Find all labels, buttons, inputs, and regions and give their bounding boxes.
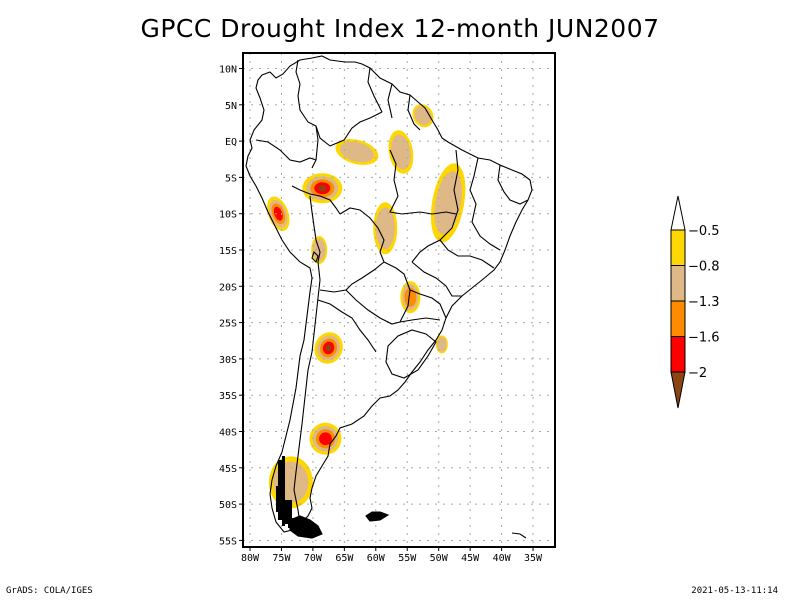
border-bolivia-paraguay xyxy=(345,261,385,291)
y-tick-label: 30S xyxy=(219,355,237,366)
y-tick-label: 25S xyxy=(219,319,237,330)
colorbar-level-label: −2 xyxy=(688,366,707,381)
footer-grads-credit: GrADS: COLA/IGES xyxy=(6,586,93,596)
border-uruguay xyxy=(385,329,437,379)
drought-region xyxy=(388,130,414,174)
border-bolivia-brazil xyxy=(339,207,385,263)
border-french-guiana xyxy=(407,94,421,131)
border-brazil-states-3 xyxy=(469,157,501,251)
drought-region xyxy=(373,202,398,255)
y-tick-label: 5N xyxy=(225,101,237,112)
colorbar-bin xyxy=(670,195,686,231)
y-tick-label: 10N xyxy=(219,65,237,76)
x-tick-label: 55W xyxy=(398,553,417,564)
drought-contour-level-1 xyxy=(375,207,395,250)
y-tick-label: 15S xyxy=(219,246,237,257)
drought-contour-level-4 xyxy=(325,344,332,352)
border-colombia-peru-ecuador xyxy=(255,139,317,163)
x-tick-label: 45W xyxy=(461,553,480,564)
colorbar-bin xyxy=(670,229,686,266)
border-paraguay-argentina xyxy=(345,289,401,325)
border-suriname xyxy=(387,83,393,119)
drought-region xyxy=(335,139,379,165)
drought-region xyxy=(435,335,448,354)
y-axis-ticks: 10N 5N EQ 5S 10S 15S 20S 25S 30S 35S 40S 45S 50S 55S xyxy=(219,65,243,547)
border-colombia-brazil xyxy=(311,125,319,169)
drought-contour-level-1 xyxy=(339,141,375,163)
map-title: GPCC Drought Index 12-month JUN2007 xyxy=(140,14,660,43)
falkland-islands xyxy=(365,511,390,522)
colorbar-bin xyxy=(670,265,686,302)
drought-contour-level-3 xyxy=(319,432,332,446)
x-tick-label: 65W xyxy=(335,553,354,564)
drought-region xyxy=(309,422,342,455)
x-tick-label: 60W xyxy=(367,553,386,564)
colorbar-level-label: −1.6 xyxy=(688,331,720,346)
border-argentina-brazil xyxy=(399,317,441,323)
border-brazil-states-6 xyxy=(409,289,447,319)
south-america-coastline xyxy=(245,55,533,533)
y-tick-label: 20S xyxy=(219,282,237,293)
border-brazil-ne xyxy=(497,164,529,205)
map-frame xyxy=(242,52,556,548)
x-axis-ticks: 80W 75W 70W 65W 60W 55W 50W 45W 40W 35W xyxy=(241,547,543,564)
y-tick-label: 55S xyxy=(219,536,237,547)
border-argentina-bolivia xyxy=(319,289,347,293)
border-venezuela-brazil xyxy=(329,111,383,147)
x-tick-label: 35W xyxy=(524,553,543,564)
drought-region xyxy=(314,332,343,364)
lake-titicaca xyxy=(311,250,319,264)
y-tick-label: 10S xyxy=(219,210,237,221)
border-peru-brazil xyxy=(291,185,341,215)
colorbar-bin xyxy=(670,300,686,337)
x-tick-label: 80W xyxy=(241,553,260,564)
y-tick-label: 5S xyxy=(225,173,237,184)
footer-timestamp: 2021-05-13-11:14 xyxy=(691,586,778,596)
x-tick-label: 70W xyxy=(304,553,323,564)
border-brazil-states-5 xyxy=(411,261,462,297)
drought-contour-level-3 xyxy=(273,206,283,221)
border-peru-bolivia xyxy=(309,195,321,263)
colorbar-level-label: −1.3 xyxy=(688,295,720,310)
border-brazil-states-2 xyxy=(411,149,459,263)
colorbar: −0.5 −0.8 −1.3 −1.6 −2 xyxy=(670,195,720,409)
y-tick-label: 50S xyxy=(219,500,237,511)
colorbar-bin xyxy=(670,371,686,409)
x-tick-label: 50W xyxy=(430,553,449,564)
south-georgia xyxy=(511,532,527,539)
y-tick-label: 35S xyxy=(219,391,237,402)
y-tick-label: 45S xyxy=(219,464,237,475)
border-brazil-states-4 xyxy=(439,239,495,269)
border-argentina-provinces xyxy=(317,299,377,353)
x-tick-label: 75W xyxy=(272,553,291,564)
colorbar-bin xyxy=(670,336,686,373)
border-colombia-venezuela xyxy=(295,59,331,147)
drought-contour-level-1 xyxy=(391,134,411,170)
border-paraguay-brazil xyxy=(383,261,411,323)
y-tick-label: EQ xyxy=(225,137,237,148)
border-chile-argentina xyxy=(293,261,321,525)
colorbar-level-label: −0.5 xyxy=(688,224,720,239)
x-tick-label: 40W xyxy=(493,553,512,564)
colorbar-level-label: −0.8 xyxy=(688,260,720,275)
border-brazil-states xyxy=(389,149,457,215)
drought-contour-level-1 xyxy=(437,337,447,352)
drought-contour-level-4 xyxy=(318,185,327,192)
drought-region xyxy=(302,173,343,204)
y-tick-label: 40S xyxy=(219,428,237,439)
chilean-fjords xyxy=(276,456,302,528)
border-guyana xyxy=(367,67,383,113)
